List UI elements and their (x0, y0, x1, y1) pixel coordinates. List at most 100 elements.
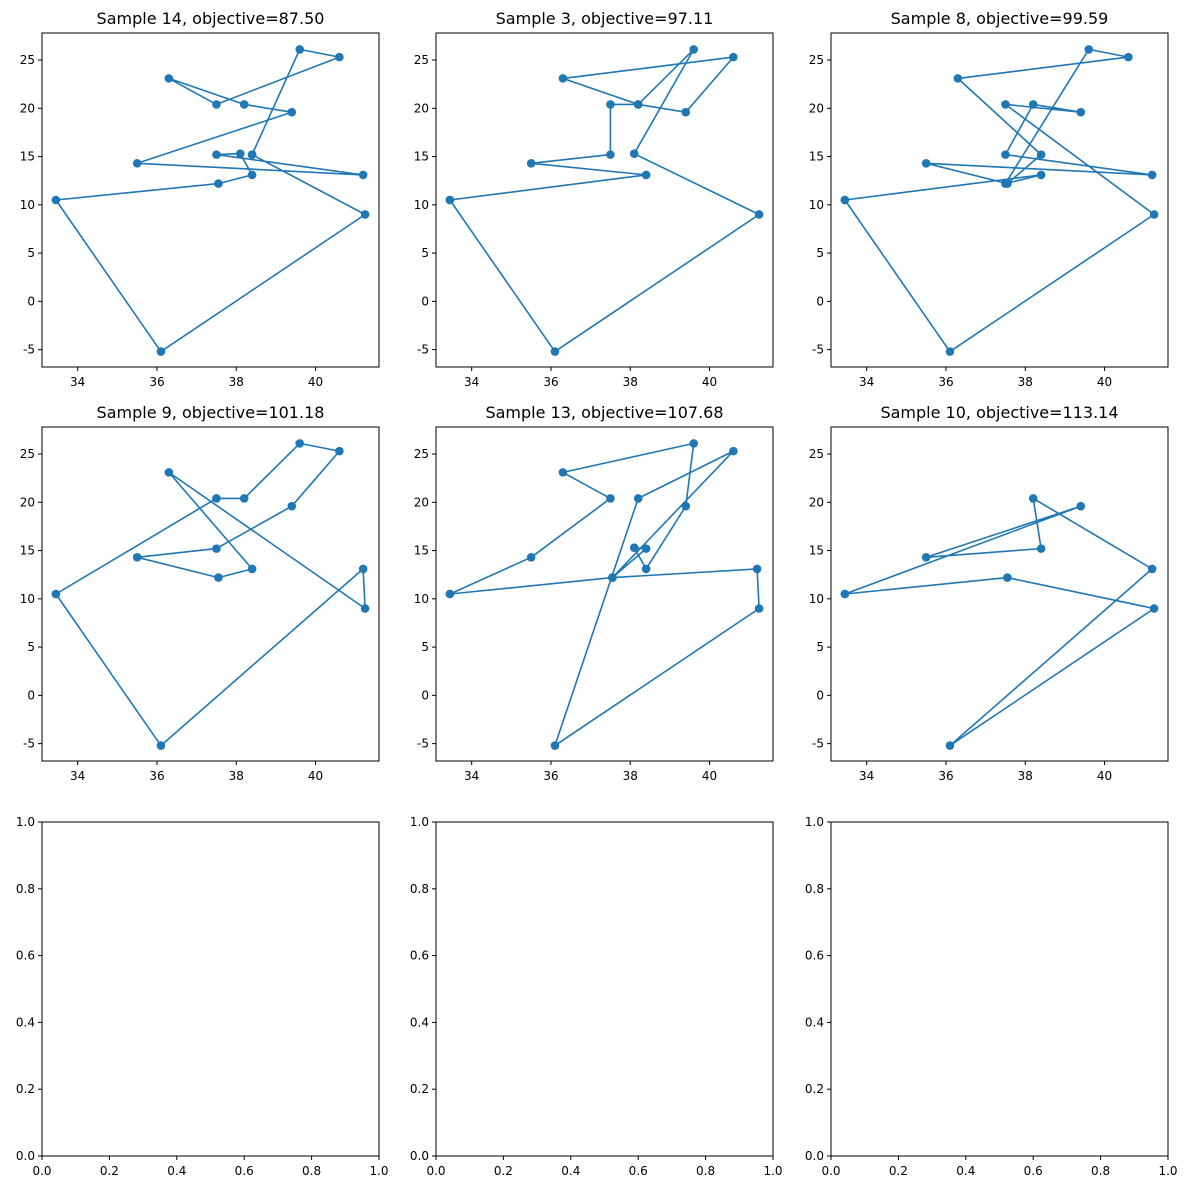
y-tick-label: -5 (23, 343, 35, 357)
y-tick-label: 0 (27, 688, 35, 702)
route-point (132, 553, 142, 562)
route-point (921, 553, 931, 562)
x-tick-label: 0.2 (889, 1164, 908, 1178)
x-tick-label: 0.6 (235, 1164, 254, 1178)
subplot-8: 0.0 0.2 0.4 0.6 0.8 1.0 0.0 0.2 0.4 0.6 0.8 1.0 (410, 815, 783, 1178)
x-tick-label: 40 (1097, 769, 1112, 783)
x-tick-label: 34 (464, 769, 479, 783)
y-tick-label: 0.8 (805, 882, 824, 896)
subplot-4: Sample 9, objective=101.18 34 36 38 40 -5 0 5 10… (20, 403, 380, 783)
y-tick-label: 0 (421, 688, 429, 702)
route-point (335, 52, 344, 62)
y-tick-label: 0.2 (805, 1082, 824, 1096)
route-point (729, 52, 738, 62)
x-tick-label: 0.0 (32, 1164, 51, 1178)
y-tick-label: 0.6 (410, 949, 429, 963)
route-point (1076, 501, 1086, 511)
x-tick-label: 38 (623, 375, 638, 389)
route-point (212, 150, 221, 159)
y-tick-label: 20 (809, 101, 824, 115)
axes-frame (435, 426, 774, 762)
subplot-title: Sample 8, objective=99.59 (891, 9, 1109, 28)
route-point (295, 439, 305, 448)
y-tick-label: 5 (421, 640, 429, 654)
route-point (606, 494, 615, 503)
y-tick-label: -5 (812, 737, 824, 751)
x-tick-label: 0.0 (426, 1164, 445, 1178)
x-tick-label: 40 (1097, 375, 1112, 389)
route-point (287, 107, 297, 117)
route-point (681, 501, 691, 511)
route-point (247, 150, 257, 159)
route-point (629, 543, 639, 552)
x-tick-label: 34 (859, 769, 874, 783)
y-tick-label: 15 (414, 544, 429, 558)
route-point (164, 468, 174, 477)
subplot-title: Sample 9, objective=101.18 (97, 403, 325, 422)
x-tick-label: 0.8 (696, 1164, 715, 1178)
route-point (164, 74, 174, 83)
route-point (558, 468, 568, 477)
y-tick-label: 0.4 (16, 1015, 35, 1029)
y-tick-label: -5 (23, 737, 35, 751)
route-point (754, 210, 764, 219)
y-tick-label: 20 (20, 495, 35, 509)
subplot-5: Sample 13, objective=107.68 34 36 38 40 -5 0 5 1… (414, 403, 774, 783)
subplot-6: Sample 10, objective=113.14 34 36 38 40 -5 0 5 1… (809, 403, 1169, 783)
x-tick-label: 0.4 (561, 1164, 580, 1178)
y-tick-label: 5 (421, 246, 429, 260)
route-point (629, 149, 639, 158)
axes-frame (435, 32, 774, 368)
y-tick-label: 0 (421, 294, 429, 308)
y-tick-label: 10 (809, 198, 824, 212)
route-point (1149, 210, 1159, 219)
y-tick-label: 0.0 (16, 1149, 35, 1163)
route-point (729, 446, 738, 456)
route-point (1076, 107, 1086, 117)
x-tick-label: 40 (702, 375, 717, 389)
y-tick-label: 5 (27, 640, 35, 654)
x-tick-label: 1.0 (1158, 1164, 1177, 1178)
y-tick-label: 25 (809, 447, 824, 461)
y-tick-label: 0.2 (410, 1082, 429, 1096)
x-tick-label: 34 (70, 769, 85, 783)
subplot-9: 0.0 0.2 0.4 0.6 0.8 1.0 0.0 0.2 0.4 0.6 0.8 1.0 (805, 815, 1178, 1178)
route-point (641, 564, 651, 574)
y-tick-label: 10 (20, 592, 35, 606)
route-point (358, 564, 368, 574)
route-point (214, 179, 223, 188)
x-tick-label: 36 (149, 375, 164, 389)
y-tick-label: 0.8 (410, 882, 429, 896)
y-tick-label: 15 (809, 150, 824, 164)
subplot-title: Sample 10, objective=113.14 (880, 403, 1118, 422)
route-point (212, 494, 221, 503)
route-point (132, 159, 142, 168)
route-point (752, 564, 762, 574)
route-point (1036, 544, 1046, 553)
axes-frame (41, 426, 380, 762)
y-tick-label: 1.0 (410, 815, 429, 829)
y-tick-label: 0.6 (805, 949, 824, 963)
y-tick-label: 15 (20, 150, 35, 164)
x-tick-label: 34 (70, 375, 85, 389)
route-point (689, 439, 699, 448)
y-tick-label: 10 (809, 592, 824, 606)
route-point (212, 100, 221, 109)
x-tick-label: 0.6 (629, 1164, 648, 1178)
x-tick-label: 0.2 (100, 1164, 119, 1178)
route-point (1084, 45, 1094, 54)
route-point (633, 100, 643, 109)
route-point (156, 347, 166, 356)
route-point (247, 564, 257, 574)
y-tick-label: 5 (816, 246, 824, 260)
y-tick-label: -5 (417, 737, 429, 751)
route-point (526, 159, 536, 168)
x-tick-label: 40 (308, 769, 323, 783)
subplot-title: Sample 3, objective=97.11 (496, 9, 714, 28)
subplot-7: 0.0 0.2 0.4 0.6 0.8 1.0 0.0 0.2 0.4 0.6 0.8 1.0 (16, 815, 389, 1178)
route-point (1003, 573, 1012, 582)
route-point (214, 573, 223, 582)
y-tick-label: 25 (20, 447, 35, 461)
x-tick-label: 1.0 (369, 1164, 388, 1178)
